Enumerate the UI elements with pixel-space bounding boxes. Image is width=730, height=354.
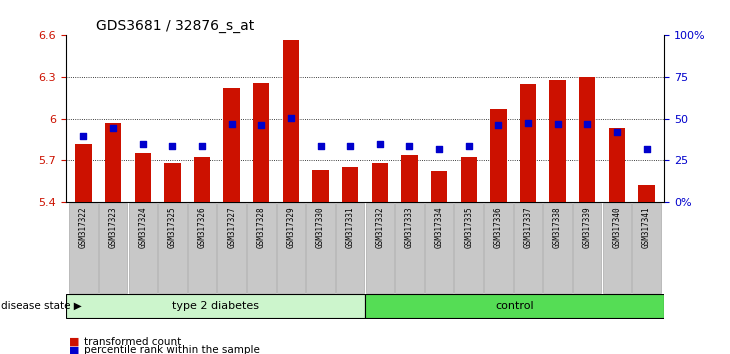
Point (77, 133, 89, 139)
Text: GSM317322: GSM317322 (79, 206, 88, 248)
FancyBboxPatch shape (395, 203, 423, 293)
Text: control: control (496, 301, 534, 311)
Bar (431, 171, 447, 202)
FancyBboxPatch shape (158, 203, 187, 293)
Bar (312, 170, 328, 202)
Text: GSM317327: GSM317327 (227, 206, 236, 248)
Bar (253, 82, 269, 202)
Text: GSM317325: GSM317325 (168, 206, 177, 248)
Bar (223, 88, 239, 202)
Text: disease state ▶: disease state ▶ (1, 301, 82, 311)
Point (107, 125, 119, 130)
Bar (461, 158, 477, 202)
Point (166, 143, 178, 149)
Point (315, 143, 326, 149)
Point (522, 120, 534, 126)
FancyBboxPatch shape (632, 203, 661, 293)
FancyBboxPatch shape (66, 294, 365, 318)
Bar (491, 109, 507, 202)
Bar (550, 80, 566, 202)
Text: GSM317324: GSM317324 (138, 206, 147, 248)
Point (641, 146, 653, 152)
Bar (164, 163, 180, 202)
FancyBboxPatch shape (455, 203, 483, 293)
Bar (402, 155, 418, 202)
Text: GSM317336: GSM317336 (494, 206, 503, 248)
Point (611, 130, 623, 135)
FancyBboxPatch shape (336, 203, 364, 293)
Text: GSM317338: GSM317338 (553, 206, 562, 248)
Text: transformed count: transformed count (84, 337, 181, 347)
FancyBboxPatch shape (484, 203, 512, 293)
FancyBboxPatch shape (277, 203, 305, 293)
FancyBboxPatch shape (218, 203, 246, 293)
Text: type 2 diabetes: type 2 diabetes (172, 301, 259, 311)
Text: percentile rank within the sample: percentile rank within the sample (84, 346, 260, 354)
FancyBboxPatch shape (366, 203, 394, 293)
Text: GSM317329: GSM317329 (286, 206, 296, 248)
Bar (520, 84, 536, 202)
Text: GSM317333: GSM317333 (405, 206, 414, 248)
FancyBboxPatch shape (425, 203, 453, 293)
Point (345, 143, 356, 149)
Text: GSM317339: GSM317339 (583, 206, 592, 248)
Bar (609, 128, 625, 202)
Point (493, 122, 504, 128)
Text: GSM317341: GSM317341 (642, 206, 651, 248)
FancyBboxPatch shape (543, 203, 572, 293)
Point (581, 121, 593, 127)
Point (552, 121, 564, 127)
Bar (372, 163, 388, 202)
Text: GSM317335: GSM317335 (464, 206, 473, 248)
Bar (342, 167, 358, 202)
FancyBboxPatch shape (99, 203, 127, 293)
Text: GSM317340: GSM317340 (612, 206, 621, 248)
Text: GSM317331: GSM317331 (346, 206, 355, 248)
Text: GSM317323: GSM317323 (109, 206, 118, 248)
Bar (105, 123, 121, 202)
Bar (134, 153, 151, 202)
Text: ■: ■ (69, 346, 80, 354)
Bar (75, 144, 92, 202)
FancyBboxPatch shape (128, 203, 157, 293)
Point (226, 121, 237, 127)
Text: GSM317337: GSM317337 (523, 206, 532, 248)
FancyBboxPatch shape (603, 203, 631, 293)
Text: ■: ■ (69, 337, 80, 347)
Bar (638, 185, 655, 202)
Bar (194, 158, 210, 202)
FancyBboxPatch shape (365, 294, 664, 318)
Point (404, 143, 415, 149)
FancyBboxPatch shape (307, 203, 335, 293)
Point (463, 143, 474, 149)
Text: GDS3681 / 32876_s_at: GDS3681 / 32876_s_at (96, 19, 254, 33)
Bar (283, 40, 299, 202)
FancyBboxPatch shape (247, 203, 275, 293)
Point (196, 143, 208, 149)
FancyBboxPatch shape (573, 203, 602, 293)
Bar (579, 77, 596, 202)
Text: GSM317326: GSM317326 (198, 206, 207, 248)
FancyBboxPatch shape (69, 203, 98, 293)
Point (255, 122, 267, 128)
Text: GSM317332: GSM317332 (375, 206, 384, 248)
Text: GSM317328: GSM317328 (257, 206, 266, 248)
Text: GSM317334: GSM317334 (434, 206, 444, 248)
FancyBboxPatch shape (188, 203, 216, 293)
Point (433, 146, 445, 152)
Point (374, 141, 385, 147)
Point (137, 141, 149, 147)
Point (285, 115, 297, 121)
Text: GSM317330: GSM317330 (316, 206, 325, 248)
FancyBboxPatch shape (514, 203, 542, 293)
